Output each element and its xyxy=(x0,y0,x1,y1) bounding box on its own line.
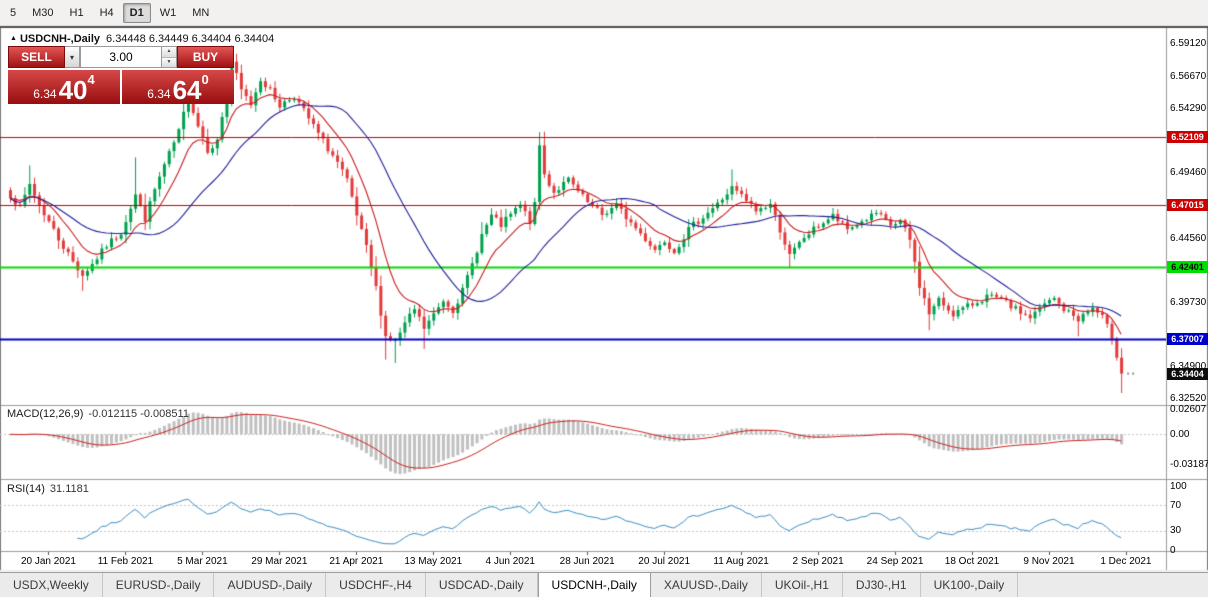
one-click-prices: 6.34 40 4 6.34 64 0 xyxy=(8,70,234,104)
rsi-indicator-name: RSI(14) xyxy=(7,483,45,495)
sell-price-sup: 4 xyxy=(87,72,95,87)
symbol-tab-usdcnh-daily[interactable]: USDCNH-,Daily xyxy=(537,573,651,597)
rsi-indicator-label: RSI(14) 31.1181 xyxy=(7,483,89,495)
timeframe-button-mn[interactable]: MN xyxy=(192,6,210,19)
volume-input[interactable] xyxy=(80,46,162,68)
arrow-down-icon: ▼ xyxy=(162,56,176,67)
symbol-tab-xauusd-daily[interactable]: XAUUSD-,Daily xyxy=(651,573,762,597)
symbol-tab-uk100-daily[interactable]: UK100-,Daily xyxy=(921,573,1019,597)
timeframe-button-h4[interactable]: H4 xyxy=(99,6,114,19)
symbol-tab-ukoil-h1[interactable]: UKOil-,H1 xyxy=(762,573,843,597)
sell-price-big: 40 xyxy=(58,75,88,105)
symbol-tab-eurusd-daily[interactable]: EURUSD-,Daily xyxy=(103,573,215,597)
timeframe-button-m30[interactable]: M30 xyxy=(32,6,54,19)
sell-price-panel[interactable]: 6.34 40 4 xyxy=(8,70,120,104)
chart-ohlc-values: 6.34448 6.34449 6.34404 6.34404 xyxy=(106,33,275,45)
buy-price-sup: 0 xyxy=(201,72,209,87)
symbol-tab-audusd-daily[interactable]: AUDUSD-,Daily xyxy=(214,573,327,597)
symbol-tab-usdchf-h4[interactable]: USDCHF-,H4 xyxy=(326,573,426,597)
timeframe-button-d1[interactable]: D1 xyxy=(122,2,151,23)
timeframe-button-h1[interactable]: H1 xyxy=(69,6,84,19)
chart-symbol-icon: ▲ xyxy=(10,35,17,42)
timeframe-button-w1[interactable]: W1 xyxy=(159,6,177,19)
buy-button[interactable]: BUY xyxy=(177,46,234,68)
symbol-tab-usdcad-daily[interactable]: USDCAD-,Daily xyxy=(426,573,538,597)
one-click-controls-row: SELL ▾ ▲ ▼ BUY xyxy=(8,46,234,68)
one-click-trading-panel: SELL ▾ ▲ ▼ BUY 6.34 40 4 6.34 64 0 xyxy=(8,46,234,104)
symbol-tab-dj30-h1[interactable]: DJ30-,H1 xyxy=(843,573,921,597)
rsi-indicator-value: 31.1181 xyxy=(49,483,89,495)
symbol-tab-usdx-weekly[interactable]: USDX,Weekly xyxy=(0,573,103,597)
arrow-up-icon: ▲ xyxy=(162,47,176,57)
timeframe-button-5[interactable]: 5 xyxy=(10,6,17,19)
chart-symbol: USDCNH-,Daily xyxy=(19,33,101,45)
sell-button[interactable]: SELL xyxy=(8,46,65,68)
volume-stepper[interactable]: ▲ ▼ xyxy=(162,46,177,68)
chart-title: ▲ USDCNH-,Daily 6.34448 6.34449 6.34404 6.… xyxy=(10,33,274,45)
macd-indicator-values: -0.012115 -0.008511 xyxy=(88,408,189,420)
sell-price-base: 6.34 xyxy=(33,87,57,101)
buy-price-base: 6.34 xyxy=(147,87,171,101)
macd-indicator-name: MACD(12,26,9) xyxy=(7,408,84,420)
chevron-down-icon: ▾ xyxy=(69,52,74,62)
buy-price-big: 64 xyxy=(172,75,202,105)
macd-indicator-label: MACD(12,26,9) -0.012115 -0.008511 xyxy=(7,408,189,420)
buy-price-panel[interactable]: 6.34 64 0 xyxy=(122,70,234,104)
timeframe-toolbar: 5 M30 H1 H4 D1 W1 MN xyxy=(0,0,1208,26)
symbol-tabbar: USDX,Weekly EURUSD-,Daily AUDUSD-,Daily USD… xyxy=(0,572,1208,597)
volume-dropdown-button[interactable]: ▾ xyxy=(65,46,80,68)
